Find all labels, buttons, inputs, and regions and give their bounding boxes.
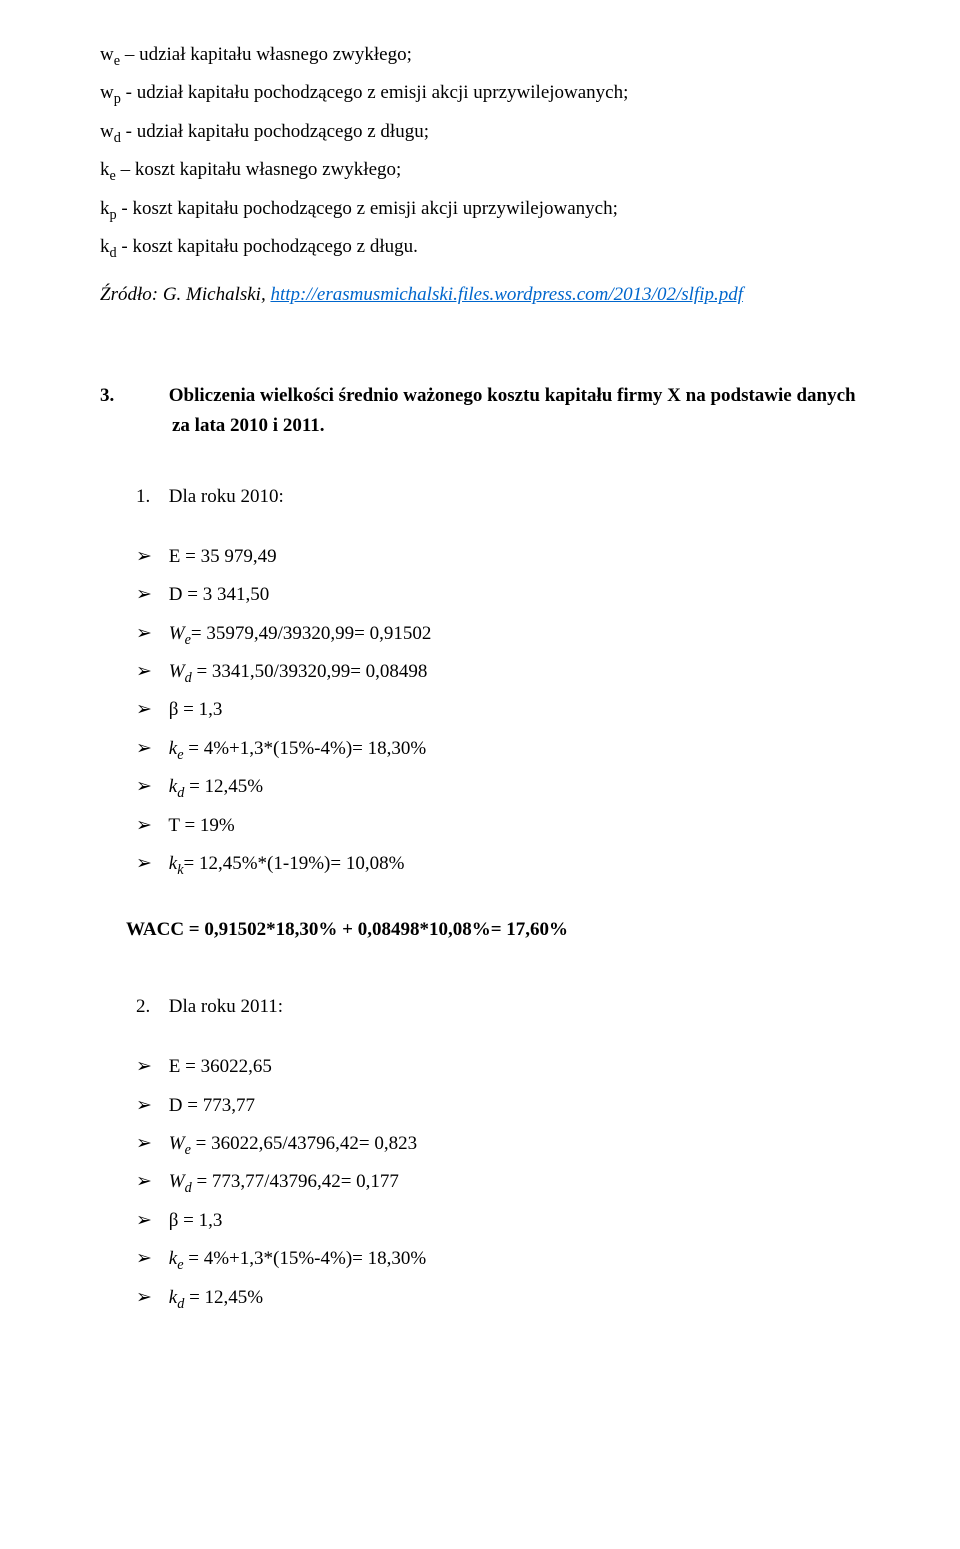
- value-beta: β = 1,3: [169, 699, 223, 720]
- def-kp-symbol: kp: [100, 194, 117, 224]
- def-ke: ke – koszt kapitału własnego zwykłego;: [100, 155, 860, 185]
- def-ke-symbol: ke: [100, 155, 116, 185]
- list-item: E = 35 979,49: [136, 542, 860, 572]
- value-Wd: Wd = 773,77/43796,42= 0,177: [169, 1171, 399, 1192]
- section-3-heading: 3. Obliczenia wielkości średnio ważonego…: [136, 381, 860, 442]
- value-We: We= 35979,49/39320,99= 0,91502: [169, 623, 432, 644]
- def-wd: wd - udział kapitału pochodzącego z dług…: [100, 117, 860, 147]
- value-E: E = 35 979,49: [169, 546, 277, 567]
- list-item: kk= 12,45%*(1-19%)= 10,08%: [136, 849, 860, 879]
- list-item: ke = 4%+1,3*(15%-4%)= 18,30%: [136, 734, 860, 764]
- def-kd: kd - koszt kapitału pochodzącego z długu…: [100, 232, 860, 262]
- def-kd-sep: -: [121, 236, 127, 257]
- def-wd-symbol: wd: [100, 117, 121, 147]
- definitions-block: we – udział kapitału własnego zwykłego; …: [100, 40, 860, 262]
- list-item: We = 36022,65/43796,42= 0,823: [136, 1129, 860, 1159]
- def-we-text: udział kapitału własnego zwykłego;: [139, 44, 412, 65]
- list-item: kd = 12,45%: [136, 772, 860, 802]
- value-kd: kd = 12,45%: [169, 1287, 263, 1308]
- list-item: E = 36022,65: [136, 1052, 860, 1082]
- list-item: Wd = 3341,50/39320,99= 0,08498: [136, 657, 860, 687]
- def-kp-text: koszt kapitału pochodzącego z emisji akc…: [132, 198, 617, 219]
- def-kd-text: koszt kapitału pochodzącego z długu.: [132, 236, 417, 257]
- list-item: T = 19%: [136, 811, 860, 841]
- value-E: E = 36022,65: [169, 1056, 272, 1077]
- year-2010-label: Dla roku 2010:: [169, 486, 284, 507]
- list-item: Wd = 773,77/43796,42= 0,177: [136, 1167, 860, 1197]
- value-ke: ke = 4%+1,3*(15%-4%)= 18,30%: [169, 738, 426, 759]
- list-item: D = 773,77: [136, 1091, 860, 1121]
- list-item: ke = 4%+1,3*(15%-4%)= 18,30%: [136, 1244, 860, 1274]
- def-kp: kp - koszt kapitału pochodzącego z emisj…: [100, 194, 860, 224]
- value-We: We = 36022,65/43796,42= 0,823: [169, 1133, 417, 1154]
- list-item: kd = 12,45%: [136, 1283, 860, 1313]
- def-wd-sep: -: [126, 121, 132, 142]
- def-wp: wp - udział kapitału pochodzącego z emis…: [100, 78, 860, 108]
- year-2011-heading: 2. Dla roku 2011:: [136, 992, 860, 1022]
- year-2011-label: Dla roku 2011:: [169, 996, 283, 1017]
- value-T: T = 19%: [168, 815, 234, 836]
- year-2010-heading: 1. Dla roku 2010:: [136, 482, 860, 512]
- source-link[interactable]: http://erasmusmichalski.files.wordpress.…: [270, 284, 743, 305]
- list-item: We= 35979,49/39320,99= 0,91502: [136, 619, 860, 649]
- def-we-symbol: we: [100, 40, 120, 70]
- value-kk: kk= 12,45%*(1-19%)= 10,08%: [169, 853, 405, 874]
- wacc-2010: WACC = 0,91502*18,30% + 0,08498*10,08%= …: [126, 915, 860, 945]
- value-D: D = 3 341,50: [169, 584, 269, 605]
- year-2011-number: 2.: [136, 992, 164, 1022]
- section-3-number: 3.: [136, 381, 164, 411]
- def-we: we – udział kapitału własnego zwykłego;: [100, 40, 860, 70]
- def-wd-text: udział kapitału pochodzącego z długu;: [137, 121, 429, 142]
- source-prefix: Źródło: G. Michalski,: [100, 284, 270, 305]
- value-beta: β = 1,3: [169, 1210, 223, 1231]
- value-D: D = 773,77: [169, 1095, 255, 1116]
- year-2010-list: E = 35 979,49 D = 3 341,50 We= 35979,49/…: [136, 542, 860, 880]
- def-ke-sep: –: [121, 159, 131, 180]
- list-item: β = 1,3: [136, 695, 860, 725]
- def-kp-sep: -: [121, 198, 127, 219]
- year-2011-list: E = 36022,65 D = 773,77 We = 36022,65/43…: [136, 1052, 860, 1313]
- source-line: Źródło: G. Michalski, http://erasmusmich…: [100, 280, 860, 310]
- section-3-title: Obliczenia wielkości średnio ważonego ko…: [169, 385, 856, 436]
- value-Wd: Wd = 3341,50/39320,99= 0,08498: [169, 661, 428, 682]
- list-item: β = 1,3: [136, 1206, 860, 1236]
- def-wp-symbol: wp: [100, 78, 121, 108]
- list-item: D = 3 341,50: [136, 580, 860, 610]
- def-we-sep: –: [125, 44, 135, 65]
- year-2010-number: 1.: [136, 482, 164, 512]
- value-ke: ke = 4%+1,3*(15%-4%)= 18,30%: [169, 1248, 426, 1269]
- def-ke-text: koszt kapitału własnego zwykłego;: [135, 159, 401, 180]
- value-kd: kd = 12,45%: [169, 776, 263, 797]
- def-wp-text: udział kapitału pochodzącego z emisji ak…: [137, 82, 629, 103]
- def-wp-sep: -: [126, 82, 132, 103]
- def-kd-symbol: kd: [100, 232, 117, 262]
